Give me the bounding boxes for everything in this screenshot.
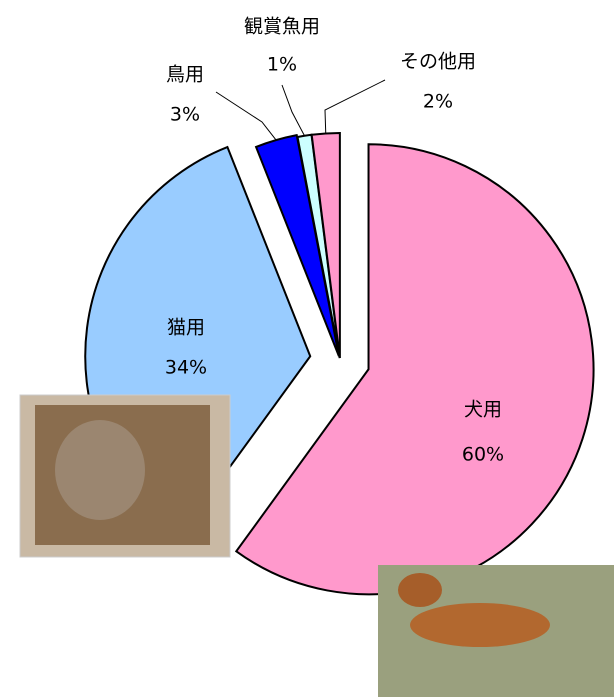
slice-value-label: 2% <box>423 91 453 113</box>
dog-photo <box>378 565 614 697</box>
cat-photo <box>19 394 231 558</box>
leader-line <box>324 79 386 134</box>
slice-value-label: 34% <box>165 357 207 379</box>
leader-line <box>215 91 277 141</box>
pie-slice <box>234 143 595 596</box>
slice-category-label: 観賞魚用 <box>244 16 320 38</box>
slice-value-label: 60% <box>462 444 504 466</box>
slice-category-label: 犬用 <box>464 399 502 421</box>
slice-category-label: その他用 <box>400 51 476 73</box>
leader-line <box>281 84 305 137</box>
slice-value-label: 3% <box>170 104 200 126</box>
labels: 犬用 60% 猫用 34% 鳥用 3% 観賞魚用 1% その他用 2% <box>165 16 504 466</box>
slice-value-label: 1% <box>267 54 297 76</box>
slice-category-label: 猫用 <box>167 317 205 339</box>
slice-category-label: 鳥用 <box>166 64 204 86</box>
